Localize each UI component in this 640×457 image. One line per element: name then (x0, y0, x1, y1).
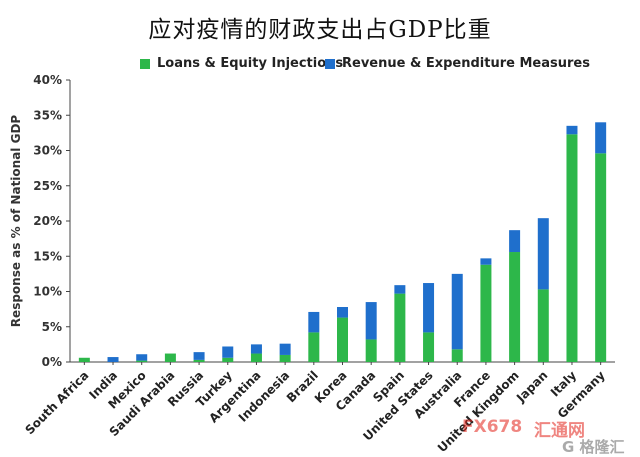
legend-item-revenue: Revenue & Expenditure Measures (325, 56, 590, 71)
y-tick-label: 30% (33, 144, 62, 158)
y-tick-label: 5% (42, 320, 62, 334)
bar-loans (78, 357, 90, 362)
bar-loans (337, 317, 348, 362)
bar-loans (164, 353, 176, 362)
bar-revenue (337, 307, 348, 318)
bar-revenue (308, 311, 320, 333)
bar-loans (566, 134, 578, 362)
bar-loans (451, 349, 463, 362)
y-tick-label: 15% (33, 249, 62, 263)
legend-label-revenue: Revenue & Expenditure Measures (342, 56, 590, 71)
bar-loans (279, 354, 291, 362)
bar-revenue (451, 273, 463, 350)
bar-loans (222, 357, 234, 362)
bar-revenue (222, 346, 234, 358)
x-tick-label: Japan (513, 368, 550, 405)
bar-revenue (365, 302, 377, 340)
bar-loans (537, 289, 549, 362)
y-tick-label: 10% (33, 285, 62, 299)
bar-revenue (394, 285, 406, 294)
x-tick-label: South Africa (22, 368, 91, 437)
bar-revenue (250, 344, 262, 354)
bar-revenue (193, 352, 205, 360)
bar-revenue (537, 218, 549, 290)
legend-swatch-revenue (325, 58, 335, 69)
bar-revenue (279, 343, 291, 355)
watermark-gelonghui: G 格隆汇 (562, 438, 625, 456)
bar-loans (365, 339, 377, 362)
y-tick-label: 25% (33, 179, 62, 193)
watermark-fx678: FX678 (462, 417, 523, 437)
legend-label-loans: Loans & Equity Injections (157, 56, 344, 71)
bar-loans (509, 252, 521, 362)
y-tick-label: 0% (42, 355, 62, 369)
y-tick-label: 35% (33, 108, 62, 122)
bar-loans (308, 332, 320, 362)
chart-title: 应对疫情的财政支出占GDP比重 (148, 17, 492, 43)
bar-loans (394, 293, 406, 362)
bar-loans (250, 353, 262, 362)
bar-loans (480, 264, 492, 362)
legend: Loans & Equity Injections Revenue & Expe… (0, 56, 640, 76)
bar-loans (193, 359, 205, 362)
bar-revenue (566, 125, 578, 135)
y-tick-label: 40% (33, 73, 62, 87)
bar-revenue (480, 258, 492, 265)
bar-loans (423, 332, 435, 362)
legend-item-loans: Loans & Equity Injections (140, 56, 343, 71)
bar-revenue (107, 357, 119, 362)
bar-loans (136, 360, 148, 362)
y-axis-label: Response as % of National GDP (9, 115, 23, 328)
watermark-huitong: 汇通网 (534, 421, 585, 441)
bar-revenue (509, 230, 521, 253)
legend-swatch-loans (140, 58, 150, 69)
bar-revenue (423, 283, 435, 333)
bar-loans (595, 153, 607, 362)
y-tick-label: 20% (33, 214, 62, 228)
bar-revenue (136, 354, 148, 361)
bar-revenue (595, 122, 607, 154)
